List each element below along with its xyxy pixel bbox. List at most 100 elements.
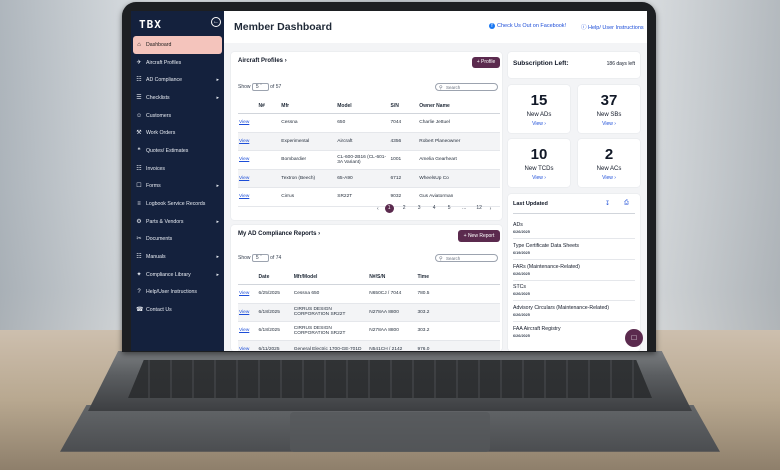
sidebar-item-parts-vendors[interactable]: ⚙ Parts & Vendors ▸ (131, 213, 224, 231)
new-report-button[interactable]: + New Report (458, 230, 500, 242)
column-header[interactable]: Mfr/Model (292, 270, 369, 285)
download-icon[interactable]: ↧ (605, 201, 611, 207)
paperclip-icon: ✂ (136, 236, 142, 243)
aircraft-profiles-title[interactable]: Aircraft Profiles › (238, 58, 287, 64)
sidebar-item-invoices[interactable]: ☷ Invoices (131, 160, 224, 178)
view-link[interactable]: View (238, 321, 258, 341)
aircraft-search-input[interactable]: ⚲ Search (435, 83, 498, 91)
sidebar-item-contact-us[interactable]: ☎ Contact Us (131, 301, 224, 319)
next-page-icon[interactable]: › (489, 205, 492, 212)
page-2[interactable]: 2 (402, 205, 406, 211)
view-link[interactable]: View (238, 303, 258, 322)
column-header[interactable]: Time (416, 270, 500, 285)
laptop-trackpad (290, 412, 490, 452)
sidebar-item-customers[interactable]: ☺ Customers (131, 107, 224, 125)
laptop-keyboard (128, 360, 652, 398)
prev-page-icon[interactable]: ‹ (377, 205, 379, 212)
table-cell: Gus Aviatorman (418, 187, 500, 207)
add-profile-button[interactable]: + Profile (472, 57, 500, 68)
table-cell: 9032 (389, 187, 419, 207)
sidebar-item-label: Work Orders (146, 130, 176, 137)
subscription-card: Subscription Left: 186 days left (508, 52, 640, 78)
stat-view-link[interactable]: View › (532, 121, 546, 127)
column-header[interactable]: S/N (389, 99, 419, 114)
collapse-sidebar-icon[interactable]: ← (211, 17, 221, 27)
update-date: 6/19/2025 (513, 250, 530, 255)
page-3[interactable]: 3 (417, 205, 421, 211)
subscription-label: Subscription Left: (513, 60, 569, 67)
reports-show-select[interactable]: 5 ˇ (251, 254, 269, 262)
page-title: Member Dashboard (234, 21, 333, 33)
column-header[interactable] (238, 270, 258, 285)
ad-reports-title[interactable]: My AD Compliance Reports › (238, 231, 321, 237)
show-label: Show (238, 84, 251, 90)
page-1[interactable]: 1 (384, 204, 394, 213)
stat-view-link[interactable]: View › (602, 121, 616, 127)
table-cell: 976.0 (416, 340, 500, 351)
view-link[interactable]: View (238, 284, 258, 304)
show-entries: Show 5 ˇ of 57 (238, 83, 281, 91)
view-link[interactable]: View (238, 113, 258, 133)
column-header[interactable]: Model (336, 99, 390, 114)
column-header[interactable] (238, 99, 258, 114)
sidebar-item-work-orders[interactable]: ⚒ Work Orders (131, 124, 224, 142)
of-label: of 57 (270, 84, 282, 90)
view-link[interactable]: View (238, 132, 258, 151)
chevron-right-icon: › (284, 58, 287, 64)
help-icon: ? (137, 289, 141, 296)
sidebar-item-documents[interactable]: ✂ Documents (131, 231, 224, 249)
sidebar-item-aircraft-profiles[interactable]: ✈ Aircraft Profiles (131, 54, 224, 72)
users-icon: ☺ (136, 112, 143, 119)
sidebar-item-compliance-library[interactable]: ✦ Compliance Library ▸ (131, 266, 224, 284)
last-updated-item[interactable]: Advisory Circulars (Maintenance-Related)… (513, 305, 633, 317)
stat-view-link[interactable]: View › (532, 175, 546, 181)
view-link[interactable]: View (238, 340, 258, 351)
column-header[interactable]: N#/S/N (368, 270, 417, 285)
last-updated-item[interactable]: FARs (Maintenance-Related) 6/26/2025 (513, 264, 633, 276)
sidebar-item-label: Logbook Service Records (146, 201, 206, 208)
print-icon[interactable]: ⎙ (624, 200, 629, 206)
column-header[interactable]: Date (257, 270, 293, 285)
table-cell: 6/11/2025 (257, 340, 293, 351)
table-cell: N650CJ / 7044 (368, 284, 417, 304)
page-5[interactable]: 5 (447, 205, 451, 211)
stat-label: New TCDs (524, 166, 554, 172)
sidebar-item-manuals[interactable]: ☷ Manuals ▸ (131, 248, 224, 266)
update-name: FARs (Maintenance-Related) (513, 263, 580, 270)
sidebar-item-ad-compliance[interactable]: ☷ AD Compliance ▸ (131, 71, 224, 89)
view-link[interactable]: View (238, 169, 258, 188)
last-updated-item[interactable]: STCs 6/26/2025 (513, 284, 633, 296)
table-cell: Cessna 650 (292, 284, 369, 304)
stat-number: 10 (530, 146, 548, 163)
sidebar-item-label: AD Compliance (146, 77, 183, 84)
table-row: View 6/18/2025 CIRRUS DESIGN CORPORATION S… (238, 303, 500, 322)
last-updated-item[interactable]: ADs 6/26/2025 (513, 222, 633, 234)
sidebar-item-checklists[interactable]: ☰ Checklists ▸ (131, 89, 224, 107)
stat-view-link[interactable]: View › (602, 175, 616, 181)
view-link[interactable]: View (238, 187, 258, 207)
sidebar-item-logbook-service-records[interactable]: ≡ Logbook Service Records (131, 195, 224, 213)
last-updated-title: Last Updated (513, 201, 548, 207)
help-link[interactable]: ⓘ Help/ User Instructions (581, 23, 644, 31)
chevron-right-icon: › (318, 231, 321, 237)
column-header[interactable]: Owner Name (418, 99, 500, 114)
page-12[interactable]: 12 (476, 205, 482, 211)
chat-button[interactable]: □ (625, 329, 643, 347)
sidebar-item-dashboard[interactable]: ⌂ Dashboard (133, 36, 222, 54)
sidebar-item-quotes-estimates[interactable]: ❝ Quotes/ Estimates (131, 142, 224, 160)
show-select[interactable]: 5 ˇ (251, 83, 269, 91)
facebook-link[interactable]: f Check Us Out on Facebook! (489, 23, 566, 29)
sidebar-item-label: Quotes/ Estimates (146, 147, 189, 154)
sidebar-item-help-user-instructions[interactable]: ? Help/User Instructions (131, 284, 224, 302)
update-name: STCs (513, 284, 526, 291)
caret-right-icon: ▸ (216, 94, 219, 101)
view-link[interactable]: View (238, 150, 258, 170)
sidebar-item-forms[interactable]: ☐ Forms ▸ (131, 178, 224, 196)
column-header[interactable]: Mfr (280, 99, 337, 114)
last-updated-item[interactable]: Type Certificate Data Sheets 6/19/2025 (513, 243, 633, 255)
reports-search-input[interactable]: ⚲ Search (435, 254, 498, 262)
last-updated-item[interactable]: FAA Aircraft Registry 6/26/2025 (513, 326, 633, 338)
page-4[interactable]: 4 (432, 205, 436, 211)
column-header[interactable]: N# (257, 99, 281, 114)
table-cell: General Electric 1700-GE-701D (292, 340, 369, 351)
